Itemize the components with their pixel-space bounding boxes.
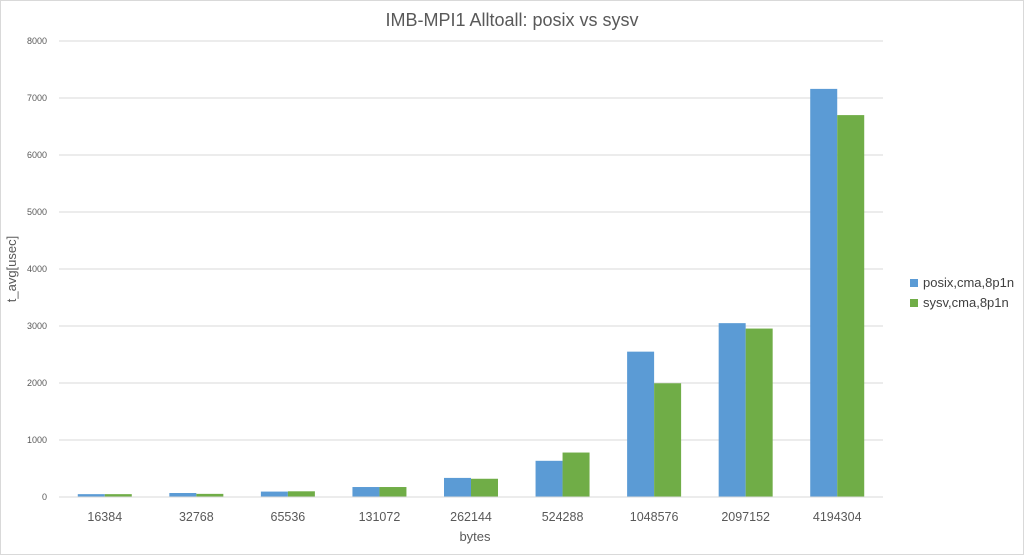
y-tick-label: 8000 <box>27 36 47 46</box>
x-axis-title: bytes <box>459 529 491 544</box>
bar-sysv,cma,8p1n-4194304 <box>837 115 865 497</box>
x-tick-label: 65536 <box>271 510 306 524</box>
legend-item: sysv,cma,8p1n <box>910 295 1009 310</box>
x-tick-label: 1048576 <box>630 510 679 524</box>
bar-sysv,cma,8p1n-16384 <box>104 494 132 497</box>
bar-posix,cma,8p1n-262144 <box>444 477 471 497</box>
legend-swatch <box>910 279 918 287</box>
bar-sysv,cma,8p1n-32768 <box>196 493 224 497</box>
bar-sysv,cma,8p1n-2097152 <box>745 328 773 497</box>
bar-posix,cma,8p1n-524288 <box>535 460 563 497</box>
y-tick-label: 6000 <box>27 150 47 160</box>
x-tick-label: 4194304 <box>813 510 862 524</box>
y-tick-label: 7000 <box>27 93 47 103</box>
y-tick-label: 3000 <box>27 321 47 331</box>
bar-posix,cma,8p1n-1048576 <box>627 351 655 497</box>
y-tick-label: 2000 <box>27 378 47 388</box>
legend-swatch <box>910 299 918 307</box>
bar-sysv,cma,8p1n-131072 <box>379 487 407 497</box>
y-tick-label: 4000 <box>27 264 47 274</box>
bar-posix,cma,8p1n-16384 <box>77 494 105 497</box>
bar-posix,cma,8p1n-4194304 <box>810 88 838 497</box>
gridlines <box>59 40 883 441</box>
y-axis-title: t_avg[usec] <box>4 236 19 303</box>
x-tick-label: 131072 <box>359 510 401 524</box>
x-tick-label: 262144 <box>450 510 492 524</box>
legend: posix,cma,8p1n sysv,cma,8p1n <box>910 275 1014 310</box>
bars <box>77 88 865 497</box>
x-axis-ticks: 16384 32768 65536 131072 262144 524288 1048576… <box>87 510 861 524</box>
bar-posix,cma,8p1n-2097152 <box>718 323 746 497</box>
y-axis-ticks: 0 1000 2000 3000 4000 5000 6000 7000 8000 <box>27 36 47 502</box>
x-tick-label: 16384 <box>87 510 122 524</box>
legend-label: posix,cma,8p1n <box>923 275 1014 290</box>
x-tick-label: 524288 <box>542 510 584 524</box>
chart-title: IMB-MPI1 Alltoall: posix vs sysv <box>385 10 638 30</box>
bar-sysv,cma,8p1n-262144 <box>471 478 498 497</box>
legend-label: sysv,cma,8p1n <box>923 295 1009 310</box>
legend-item: posix,cma,8p1n <box>910 275 1014 290</box>
x-tick-label: 32768 <box>179 510 214 524</box>
bar-posix,cma,8p1n-65536 <box>260 491 288 497</box>
y-tick-label: 0 <box>42 492 47 502</box>
bar-sysv,cma,8p1n-1048576 <box>654 383 682 497</box>
bar-sysv,cma,8p1n-65536 <box>287 491 315 497</box>
bar-sysv,cma,8p1n-524288 <box>562 452 590 497</box>
bar-posix,cma,8p1n-131072 <box>352 487 380 497</box>
y-tick-label: 1000 <box>27 435 47 445</box>
x-tick-label: 2097152 <box>721 510 770 524</box>
bar-posix,cma,8p1n-32768 <box>169 493 197 497</box>
y-tick-label: 5000 <box>27 207 47 217</box>
